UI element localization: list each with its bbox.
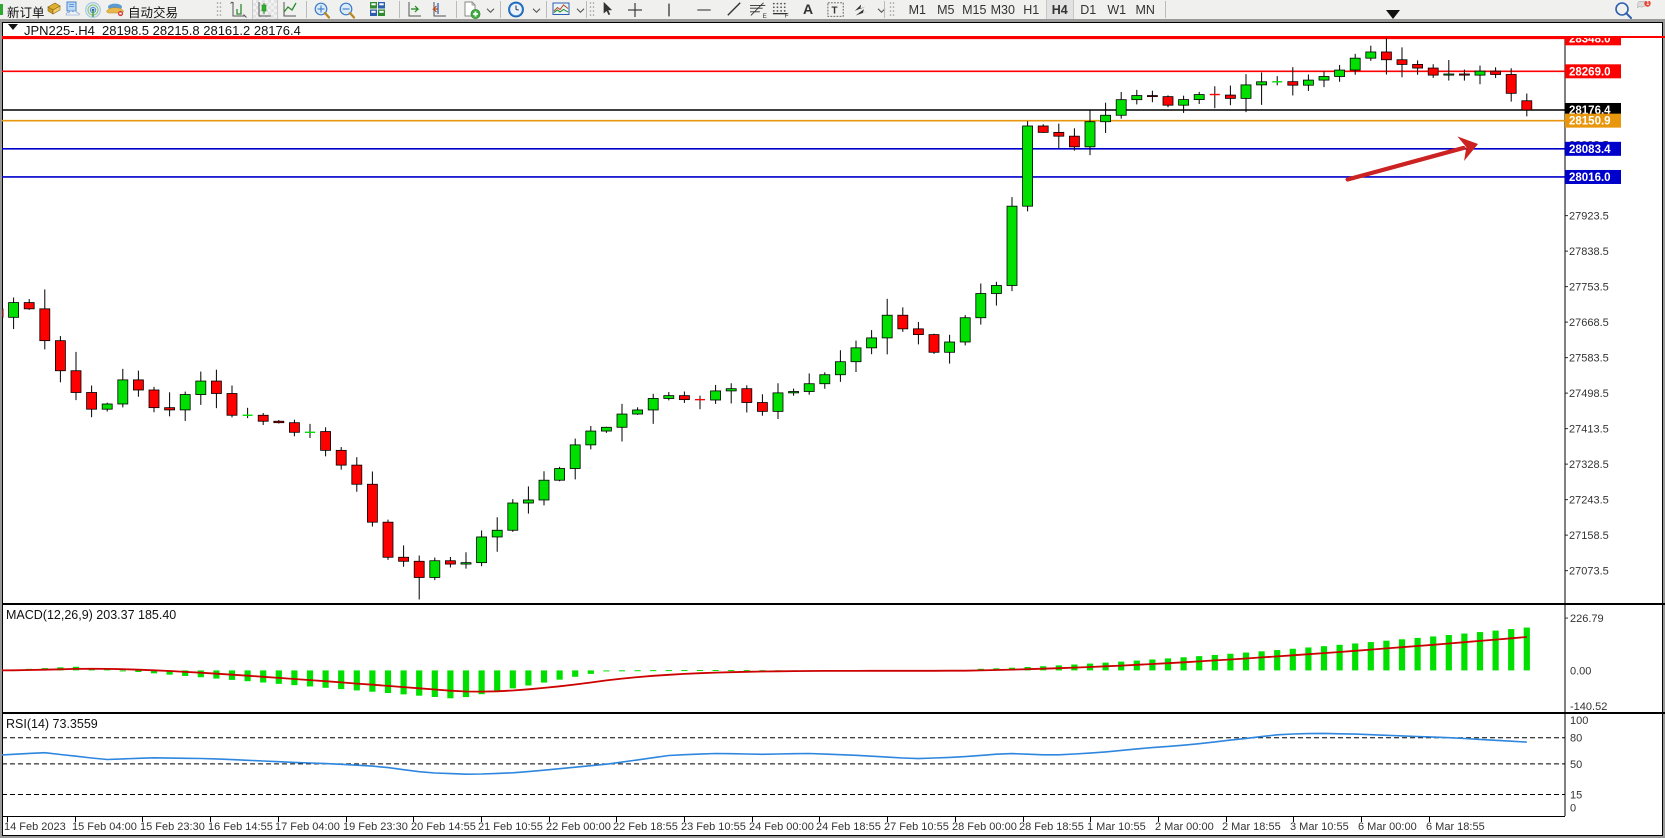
svg-text:80: 80	[1570, 733, 1582, 745]
svg-text:28348.0: 28348.0	[1569, 38, 1611, 45]
svg-text:27753.5: 27753.5	[1569, 282, 1609, 294]
svg-text:27073.5: 27073.5	[1569, 566, 1609, 578]
svg-text:0: 0	[1570, 803, 1576, 815]
svg-text:226.79: 226.79	[1570, 613, 1604, 625]
svg-text:27413.5: 27413.5	[1569, 424, 1609, 436]
svg-text:28016.0: 28016.0	[1569, 172, 1611, 184]
svg-text:50: 50	[1570, 759, 1582, 771]
svg-text:-140.52: -140.52	[1570, 701, 1607, 712]
svg-text:0.00: 0.00	[1570, 665, 1591, 677]
svg-text:28150.9: 28150.9	[1569, 116, 1611, 128]
svg-text:27498.5: 27498.5	[1569, 388, 1609, 400]
svg-text:MACD(12,26,9) 203.37 185.40: MACD(12,26,9) 203.37 185.40	[6, 608, 176, 622]
svg-text:28269.0: 28269.0	[1569, 66, 1611, 78]
svg-text:15: 15	[1570, 789, 1582, 801]
svg-text:27838.5: 27838.5	[1569, 246, 1609, 258]
svg-text:27243.5: 27243.5	[1569, 495, 1609, 507]
svg-text:27583.5: 27583.5	[1569, 353, 1609, 365]
svg-text:27158.5: 27158.5	[1569, 530, 1609, 542]
svg-text:27668.5: 27668.5	[1569, 317, 1609, 329]
svg-text:RSI(14) 73.3559: RSI(14) 73.3559	[6, 717, 98, 731]
svg-text:28083.4: 28083.4	[1569, 144, 1611, 156]
svg-text:100: 100	[1570, 715, 1588, 727]
svg-text:27923.5: 27923.5	[1569, 211, 1609, 223]
svg-text:27328.5: 27328.5	[1569, 459, 1609, 471]
